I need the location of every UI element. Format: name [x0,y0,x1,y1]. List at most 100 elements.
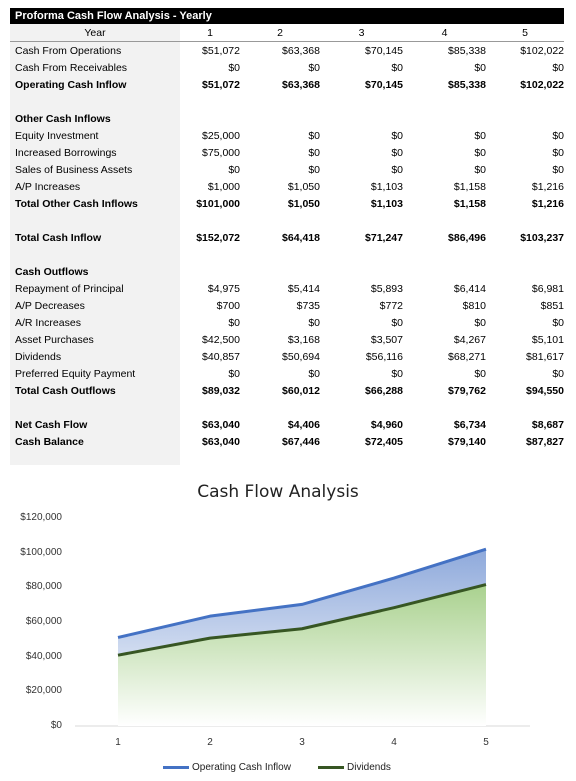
row-value: $63,040 [202,435,240,448]
legend-item-operating-cash-inflow: Operating Cash Inflow [163,762,291,773]
table-row: Total Other Cash Inflows $101,000 $1,050 $1… [10,195,564,212]
row-value [403,110,486,127]
row-value [320,246,403,263]
row-value: $0 [552,367,564,380]
row-value [320,399,403,416]
row-label: A/P Increases [15,180,81,193]
row-value: $60,012 [282,384,320,397]
row-value: $86,496 [448,231,486,244]
year-header-cell: 3 [320,24,403,42]
row-value: $81,617 [526,350,564,363]
row-value: $6,981 [531,282,564,295]
legend-swatch [318,766,344,769]
row-value: $0 [474,146,486,159]
row-value: $4,960 [370,418,403,431]
row-label: Operating Cash Inflow [15,78,127,91]
legend-label: Dividends [347,762,391,773]
row-value: $89,032 [202,384,240,397]
table-row: Net Cash Flow $63,040 $4,406 $4,960 $6,734 $8… [10,416,564,433]
row-value: $63,368 [282,44,320,57]
row-value: $0 [308,146,320,159]
row-value: $0 [474,316,486,329]
row-value: $71,247 [365,231,403,244]
row-label [10,399,180,416]
y-tick-label: $20,000 [25,685,62,697]
legend-item-dividends: Dividends [318,762,391,773]
row-value: $25,000 [202,129,240,142]
y-tick-label: $40,000 [25,650,62,662]
row-label: Total Other Cash Inflows [15,197,138,210]
table-row: Increased Borrowings $75,000 $0 $0 $0 $0 [10,144,564,161]
table-row: Cash From Receivables $0 $0 $0 $0 $0 [10,59,564,76]
table-row [10,246,564,263]
row-value: $4,406 [287,418,320,431]
x-tick-label: 5 [483,737,489,748]
table-row: Repayment of Principal $4,975 $5,414 $5,893… [10,280,564,297]
row-label: A/P Decreases [15,299,85,312]
row-value: $1,216 [531,197,564,210]
table-row: Total Cash Inflow $152,072 $64,418 $71,247 $… [10,229,564,246]
x-tick-label: 1 [115,737,121,748]
table-row [10,212,564,229]
row-label [10,246,180,263]
row-value: $700 [216,299,240,312]
row-label: Total Cash Outflows [15,384,116,397]
table-row: A/P Decreases $700 $735 $772 $810 $851 [10,297,564,314]
row-value: $63,040 [202,418,240,431]
table-row: A/R Increases $0 $0 $0 $0 $0 [10,314,564,331]
row-value: $0 [391,61,403,74]
row-value: $72,405 [365,435,403,448]
table-row: A/P Increases $1,000 $1,050 $1,103 $1,158 $1,… [10,178,564,195]
row-label: A/R Increases [15,316,81,329]
table-row [10,93,564,110]
table-row: Sales of Business Assets $0 $0 $0 $0 $0 [10,161,564,178]
cash-flow-table: Year 1 2 3 4 5 Cash From Operations $51,0… [10,24,564,450]
row-value: $94,550 [526,384,564,397]
row-value: $0 [391,129,403,142]
row-value [240,246,320,263]
row-value: $1,103 [370,197,403,210]
row-label: Net Cash Flow [15,418,88,431]
row-value [403,246,486,263]
table-row [10,399,564,416]
row-value: $5,414 [287,282,320,295]
row-value: $851 [540,299,564,312]
row-value: $6,734 [453,418,486,431]
row-value [240,93,320,110]
row-value [320,110,403,127]
row-label: Cash Outflows [15,265,89,278]
row-value: $68,271 [448,350,486,363]
row-label: Cash From Operations [15,44,122,57]
row-value: $0 [228,163,240,176]
row-value: $0 [474,61,486,74]
x-tick-label: 2 [207,737,213,748]
table-row: Cash Outflows [10,263,564,280]
row-value [403,212,486,229]
year-header-label: Year [10,24,180,42]
row-label: Cash Balance [15,435,84,448]
row-value [240,399,320,416]
y-tick-label: $80,000 [25,581,62,593]
row-value: $0 [474,129,486,142]
row-value: $63,368 [282,78,320,91]
row-value: $79,140 [448,435,486,448]
row-value: $0 [552,163,564,176]
row-value [180,263,240,280]
series-line-dividends [117,583,487,657]
year-header-cell: 4 [403,24,486,42]
row-value: $3,168 [287,333,320,346]
row-value: $5,893 [370,282,403,295]
table-row: Equity Investment $25,000 $0 $0 $0 $0 [10,127,564,144]
row-value: $102,022 [520,78,564,91]
row-value: $1,000 [207,180,240,193]
row-value: $0 [308,163,320,176]
row-label [10,93,180,110]
row-value: $101,000 [196,197,240,210]
row-value [486,263,564,280]
row-value: $85,338 [448,44,486,57]
row-value: $3,507 [370,333,403,346]
row-label: Asset Purchases [15,333,94,346]
row-value: $1,158 [453,197,486,210]
row-value: $735 [296,299,320,312]
row-value [240,110,320,127]
